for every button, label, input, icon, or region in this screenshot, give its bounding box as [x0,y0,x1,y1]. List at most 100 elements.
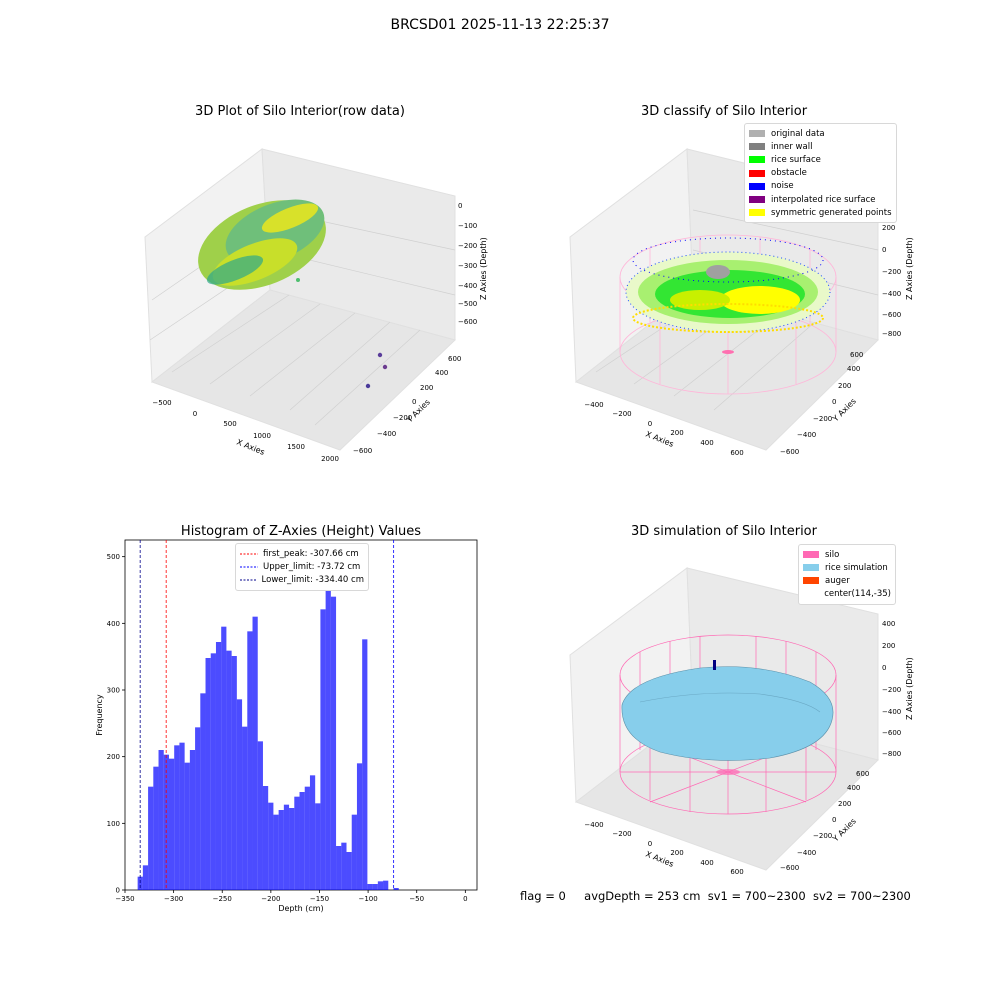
raw-xlabel: X Axies [235,438,266,457]
histogram-xtick-label: −200 [261,895,280,903]
raw-ztick: −600 [458,318,477,326]
raw-3d-plot[interactable]: −500 0 500 1000 1500 2000 −600 −400 −200… [140,130,490,470]
histogram-bar [153,766,159,890]
legend-label: rice simulation [825,562,888,573]
histogram-bar [367,884,373,890]
figure-suptitle: BRCSD01 2025-11-13 22:25:37 [390,17,610,33]
simulation-y-ticklabels: −600 −400 −200 0 200 400 600 [780,770,869,872]
legend-swatch [749,156,765,164]
legend-label: auger [825,575,850,586]
legend-swatch [803,551,819,559]
legend-swatch [749,182,765,190]
simulation-ytick: −400 [797,849,816,857]
raw-ytick: −200 [393,414,412,422]
raw-ztick: −400 [458,282,477,290]
histogram-chart[interactable]: −350 −300 −250 −200 −150 −100 −50 0 0 100 200 300 4… [80,530,490,920]
histogram-bar [148,786,154,890]
classify-ztick: −400 [882,290,901,298]
legend-entry: Upper_limit: -73.72 cm [240,560,364,573]
classify-ytick: −400 [797,431,816,439]
legend-entry: interpolated rice surface [749,193,892,206]
histogram-bar [278,810,284,890]
legend-swatch [803,577,819,585]
simulation-ztick: −200 [882,686,901,694]
histogram-bar [242,726,248,890]
simulation-ztick: 400 [882,620,895,628]
legend-entry: silo [803,548,891,561]
simulation-ztick: −600 [882,729,901,737]
classify-legend: original data inner wall rice surface ob… [744,123,897,224]
legend-label: rice surface [771,154,821,165]
raw-ytick: 600 [448,355,461,363]
histogram-ytick-label: 500 [107,553,120,561]
classify-ytick: 0 [832,398,836,406]
legend-label: center(114,-35) [824,589,891,600]
raw-x-ticklabels: −500 0 500 1000 1500 2000 [152,399,339,463]
histogram-xlabel: Depth (cm) [278,904,323,913]
raw-ytick: −600 [353,447,372,455]
simulation-z-ticklabels: 400 200 0 −200 −400 −600 −800 [882,620,901,758]
histogram-bar [383,880,389,890]
raw-plot-title: 3D Plot of Silo Interior(row data) [195,104,405,119]
legend-label: Lower_limit: -334.40 cm [261,574,364,585]
classify-xtick: −400 [584,401,603,409]
raw-z-ticklabels: 0 −100 −200 −300 −400 −500 −600 [458,202,477,326]
legend-label: symmetric generated points [771,207,892,218]
raw-ztick: −200 [458,242,477,250]
auger-marker [713,660,716,670]
raw-3d-panes [144,148,456,451]
classify-3d-plot[interactable]: −400 −200 0 200 400 600 −600 −400 −200 0… [565,130,920,465]
simulation-ytick: −600 [780,864,799,872]
classify-point-cloud [625,237,831,354]
legend-swatch [749,196,765,204]
legend-label: original data [771,128,825,139]
legend-entry: rice simulation [803,561,891,574]
legend-swatch [803,564,819,572]
legend-swatch [749,130,765,138]
classify-xtick: 0 [648,420,652,428]
legend-entry: first_peak: -307.66 cm [240,547,364,560]
histogram-bar [336,846,342,890]
histogram-bar [325,558,331,890]
histogram-legend: first_peak: -307.66 cm Upper_limit: -73.… [235,543,369,591]
legend-entry: rice surface [749,153,892,166]
histogram-bar [351,814,357,890]
classify-xtick: 200 [670,429,683,437]
raw-xtick: 1500 [287,443,305,451]
legend-label: noise [771,181,794,192]
simulation-xtick: 0 [648,840,652,848]
classify-ytick: 200 [838,382,851,390]
legend-line-blue [240,566,258,568]
simulation-legend: silo rice simulation auger center(114,-3… [798,544,896,605]
histogram-bar [299,792,305,890]
legend-swatch [749,169,765,177]
classify-ytick: 600 [850,351,863,359]
classify-ztick: −600 [882,311,901,319]
classify-xtick: 600 [730,449,743,457]
histogram-ytick-label: 300 [107,687,120,695]
simulation-3d-plot[interactable]: −400 −200 0 200 400 600 −600 −400 −200 0… [565,555,920,880]
legend-entry: original data [749,127,892,140]
classify-plot-title: 3D classify of Silo Interior [640,104,808,119]
histogram-bar [262,786,269,890]
histogram-bar [362,639,368,890]
classify-ztick: −800 [882,330,901,338]
histogram-bar [283,804,290,890]
footer-flag: flag = 0 [520,889,566,903]
footer-avg-depth: avgDepth = 253 cm [584,889,701,903]
raw-ztick: −300 [458,262,477,270]
raw-ztick: 0 [458,202,462,210]
simulation-ztick: 200 [882,642,895,650]
raw-ytick: 200 [420,384,433,392]
histogram-bar [315,803,321,890]
histogram-bar [294,796,300,890]
histogram-bar [210,653,216,890]
raw-ytick: −400 [377,430,396,438]
legend-entry: center(114,-35) [803,588,891,601]
simulation-ztick: −800 [882,750,901,758]
simulation-ytick: −200 [813,832,832,840]
histogram-bar [158,750,164,890]
classify-xtick: 400 [700,439,713,447]
legend-label: Upper_limit: -73.72 cm [263,561,361,572]
histogram-bar [189,750,196,890]
